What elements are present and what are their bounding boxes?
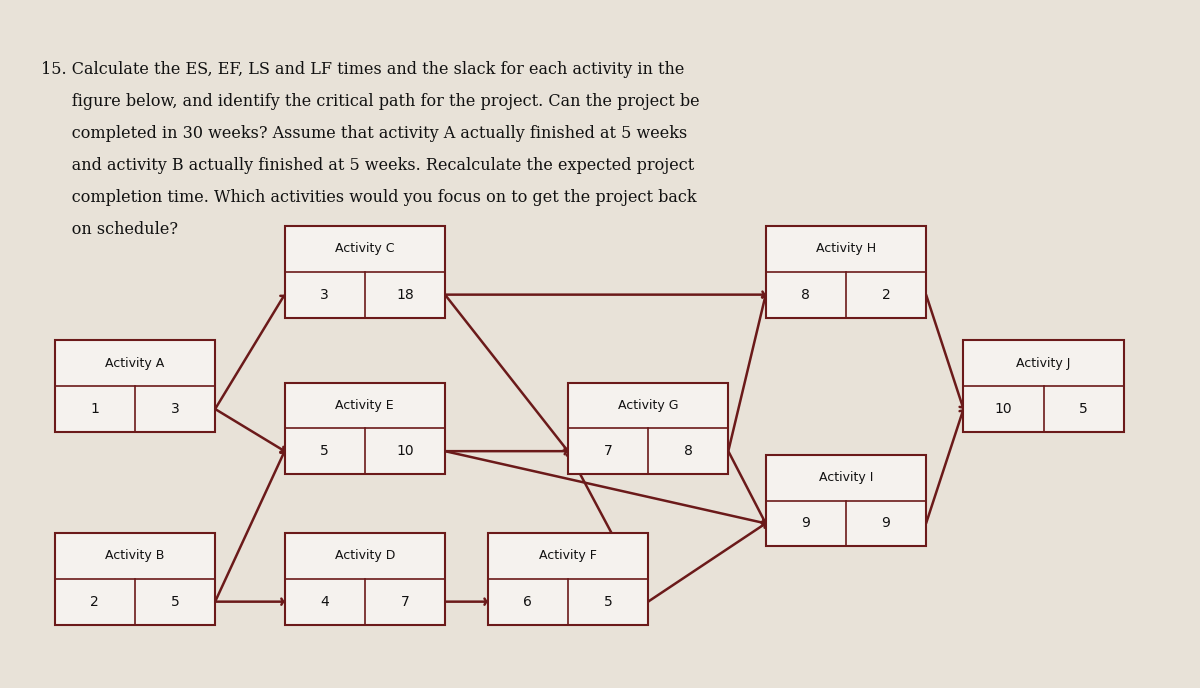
- Text: 5: 5: [1079, 402, 1088, 416]
- Text: 10: 10: [995, 402, 1013, 416]
- Text: completed in 30 weeks? Assume that activity A actually finished at 5 weeks: completed in 30 weeks? Assume that activ…: [42, 125, 688, 142]
- Bar: [284, 533, 445, 625]
- Text: 8: 8: [802, 288, 810, 301]
- Text: 9: 9: [802, 517, 810, 530]
- Text: Activity F: Activity F: [539, 550, 596, 562]
- Text: 7: 7: [401, 594, 409, 609]
- Text: Activity J: Activity J: [1016, 357, 1070, 369]
- Text: 1: 1: [90, 402, 100, 416]
- Bar: [964, 341, 1124, 432]
- Text: Activity A: Activity A: [106, 357, 164, 369]
- Text: 10: 10: [396, 444, 414, 458]
- Text: 8: 8: [684, 444, 692, 458]
- Text: 3: 3: [170, 402, 180, 416]
- Text: Activity C: Activity C: [335, 242, 395, 255]
- Text: Activity E: Activity E: [336, 399, 394, 412]
- Text: Activity B: Activity B: [106, 550, 164, 562]
- Bar: [766, 455, 926, 546]
- Bar: [55, 533, 215, 625]
- Text: figure below, and identify the critical path for the project. Can the project be: figure below, and identify the critical …: [42, 93, 700, 110]
- Text: Activity I: Activity I: [818, 471, 874, 484]
- Text: 3: 3: [320, 288, 329, 301]
- Text: Activity H: Activity H: [816, 242, 876, 255]
- Text: 7: 7: [604, 444, 612, 458]
- Bar: [568, 383, 728, 474]
- Text: 9: 9: [882, 517, 890, 530]
- Text: 18: 18: [396, 288, 414, 301]
- Text: Activity G: Activity G: [618, 399, 678, 412]
- Bar: [55, 341, 215, 432]
- Bar: [766, 226, 926, 318]
- Bar: [487, 533, 648, 625]
- Text: completion time. Which activities would you focus on to get the project back: completion time. Which activities would …: [42, 189, 697, 206]
- Bar: [284, 226, 445, 318]
- Text: 6: 6: [523, 594, 533, 609]
- Text: 2: 2: [90, 594, 100, 609]
- Text: on schedule?: on schedule?: [42, 221, 179, 237]
- Text: 5: 5: [604, 594, 612, 609]
- Text: 4: 4: [320, 594, 329, 609]
- Text: 15. Calculate the ES, EF, LS and LF times and the slack for each activity in the: 15. Calculate the ES, EF, LS and LF time…: [42, 61, 685, 78]
- Text: 2: 2: [882, 288, 890, 301]
- Bar: [284, 383, 445, 474]
- Text: Activity D: Activity D: [335, 550, 395, 562]
- Text: 5: 5: [170, 594, 180, 609]
- Text: and activity B actually finished at 5 weeks. Recalculate the expected project: and activity B actually finished at 5 we…: [42, 157, 695, 174]
- Text: 5: 5: [320, 444, 329, 458]
